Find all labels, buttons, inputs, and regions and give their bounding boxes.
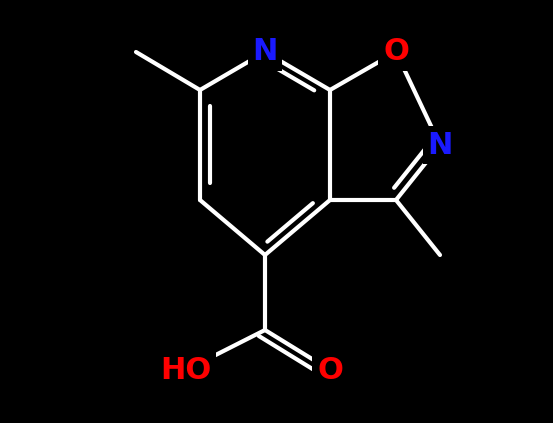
Text: N: N bbox=[427, 131, 453, 159]
Text: N: N bbox=[252, 38, 278, 66]
Text: HO: HO bbox=[160, 355, 212, 385]
Text: O: O bbox=[317, 355, 343, 385]
Text: O: O bbox=[383, 38, 409, 66]
